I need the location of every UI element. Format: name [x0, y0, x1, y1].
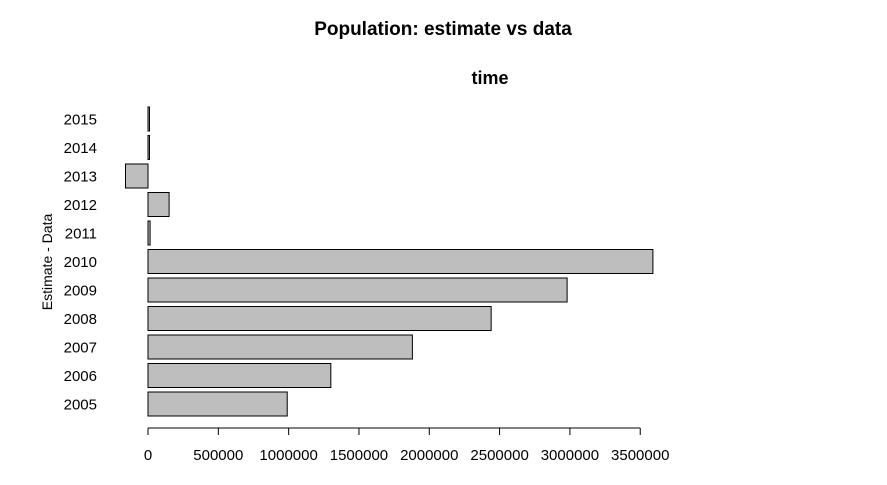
bar-2010 [147, 249, 654, 274]
y-tick-label-2011: 2011 [65, 226, 97, 243]
y-tick-label-2005: 2005 [64, 397, 97, 414]
y-tick-label-2012: 2012 [64, 197, 97, 214]
y-tick-label-2013: 2013 [64, 169, 97, 186]
bar-2008 [147, 306, 492, 331]
chart-title: Population: estimate vs data [314, 19, 572, 40]
x-tick-label: 500000 [193, 447, 243, 464]
y-axis: 2005 2006 2007 2008 2009 2010 2011 2012 2013 2014… [64, 112, 97, 414]
bar-2006 [147, 363, 332, 388]
chart-subtitle: time [471, 68, 508, 88]
x-axis: 0 500000 1000000 1500000 2000000 2500000 30000… [144, 427, 669, 464]
y-tick-label-2010: 2010 [64, 254, 97, 271]
y-tick-label-2009: 2009 [64, 283, 97, 300]
bar-2009 [147, 277, 568, 303]
x-tick-label: 3500000 [611, 447, 669, 464]
y-tick-label-2006: 2006 [64, 368, 97, 385]
bar-2014 [147, 135, 150, 160]
y-tick-label-2015: 2015 [64, 112, 97, 129]
bar-2011 [147, 220, 151, 246]
x-tick-label: 1500000 [330, 447, 388, 464]
bar-2015 [147, 106, 150, 132]
y-tick-label-2007: 2007 [64, 340, 97, 357]
x-tick-label: 3000000 [541, 447, 599, 464]
x-tick-label: 2500000 [470, 447, 528, 464]
y-tick-label-2008: 2008 [64, 311, 97, 328]
bar-2012 [147, 192, 170, 217]
x-tick-label: 0 [144, 447, 152, 464]
bars-layer [125, 106, 654, 417]
bar-2007 [147, 334, 413, 360]
bar-2013 [125, 163, 149, 189]
x-tick-label: 1000000 [259, 447, 317, 464]
bar-2005 [147, 391, 288, 417]
y-tick-label-2014: 2014 [64, 140, 97, 157]
y-axis-label: Estimate - Data [39, 214, 55, 311]
x-tick-label: 2000000 [400, 447, 458, 464]
